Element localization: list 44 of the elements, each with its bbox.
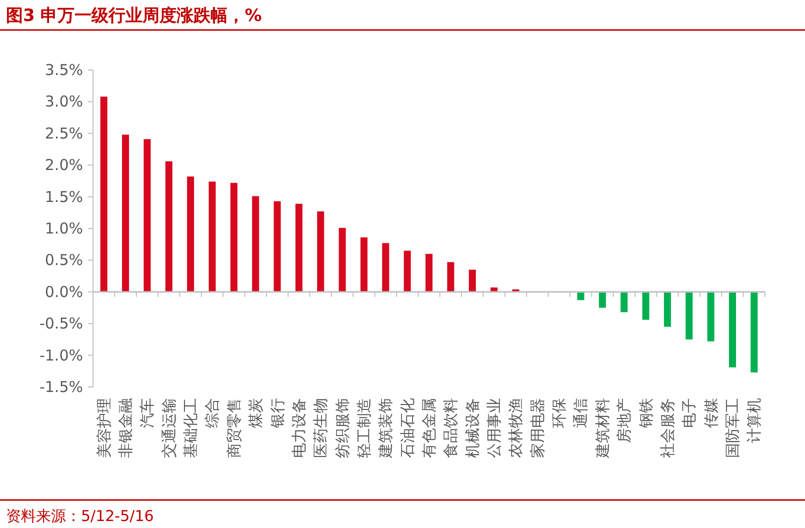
xtick: 公用事业 bbox=[485, 398, 504, 458]
title: 图3 申万一级行业周度涨跌幅，% bbox=[6, 6, 262, 26]
xtick: 石油石化 bbox=[398, 398, 416, 458]
xtick: 综合 bbox=[203, 398, 222, 428]
xtick: 煤炭 bbox=[246, 398, 265, 428]
xtick: 电子 bbox=[680, 398, 698, 428]
xtick: 美容护理 bbox=[94, 398, 113, 458]
xtick: 钢铁 bbox=[636, 398, 655, 428]
xtick: 建筑材料 bbox=[593, 398, 612, 458]
ytick: 1.0% bbox=[44, 220, 83, 238]
annotation: 资料来源：5/12-5/16 bbox=[6, 507, 154, 525]
xtick: 农林牧渔 bbox=[506, 398, 525, 458]
xtick: 国防军工 bbox=[723, 398, 742, 458]
xtick: 银行 bbox=[268, 398, 286, 428]
xtick: 纺织服饰 bbox=[333, 398, 352, 458]
xtick: 基础化工 bbox=[182, 398, 200, 458]
xtick: 非银金融 bbox=[116, 398, 135, 458]
ytick: -1.0% bbox=[39, 346, 83, 364]
ytick: -0.5% bbox=[39, 314, 83, 333]
xtick: 建筑装饰 bbox=[376, 398, 395, 458]
xtick: 轻工制造 bbox=[354, 398, 373, 458]
xtick: 计算机 bbox=[745, 398, 764, 443]
ytick: -1.5% bbox=[39, 378, 83, 396]
xtick: 汽车 bbox=[138, 398, 156, 428]
xtick: 有色金属 bbox=[420, 398, 438, 458]
ytick: 0.5% bbox=[44, 251, 83, 270]
ytick: 1.5% bbox=[44, 188, 83, 206]
xtick: 社会服务 bbox=[658, 398, 676, 458]
xtick: 交通运输 bbox=[160, 398, 178, 458]
xtick: 食品饮料 bbox=[442, 398, 460, 458]
xtick: 房地产 bbox=[615, 398, 634, 443]
ytick: 3.5% bbox=[44, 61, 83, 79]
xtick: 家用电器 bbox=[528, 398, 546, 458]
xtick: 通信 bbox=[572, 398, 590, 428]
ytick: 0.0% bbox=[44, 282, 83, 301]
xtick: 医药生物 bbox=[312, 398, 330, 458]
ytick: 3.0% bbox=[44, 92, 83, 111]
xtick: 传媒 bbox=[702, 398, 720, 428]
xtick: 环保 bbox=[550, 398, 568, 428]
ytick: 2.0% bbox=[44, 156, 83, 174]
ytick: 2.5% bbox=[44, 124, 83, 142]
xtick: 商贸零售 bbox=[224, 398, 243, 458]
xtick: 机械设备 bbox=[463, 398, 482, 458]
xtick: 电力设备 bbox=[290, 398, 308, 458]
